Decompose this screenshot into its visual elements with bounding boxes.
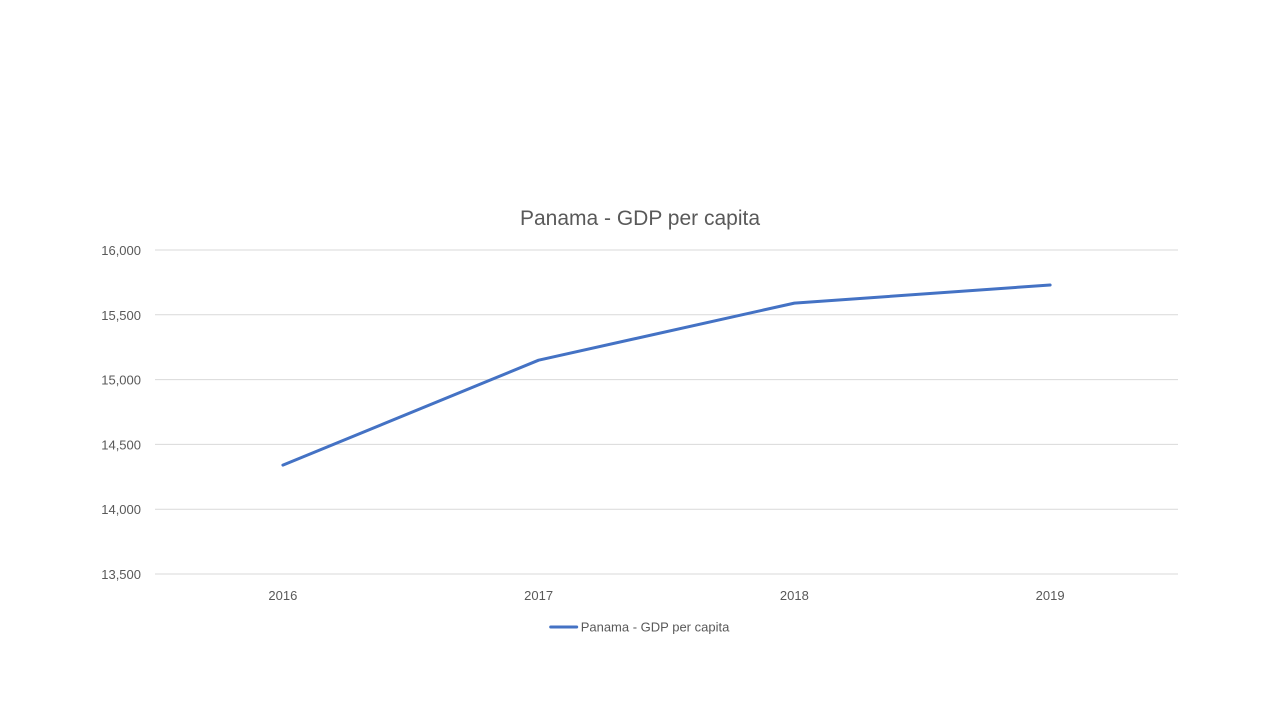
y-tick-label: 15,500 xyxy=(101,308,141,323)
y-tick-label: 15,000 xyxy=(101,373,141,388)
y-tick-label: 14,500 xyxy=(101,437,141,452)
series-line xyxy=(281,283,1052,467)
y-tick-label: 13,500 xyxy=(101,567,141,582)
x-tick-label: 2017 xyxy=(524,588,553,603)
y-axis-tick-labels: 13,500 14,000 14,500 15,000 15,500 16,000 xyxy=(101,243,141,582)
legend: Panama - GDP per capita xyxy=(549,620,730,635)
x-tick-label: 2018 xyxy=(780,588,809,603)
series-lines xyxy=(281,283,1052,467)
x-tick-label: 2016 xyxy=(268,588,297,603)
y-tick-label: 14,000 xyxy=(101,502,141,517)
x-axis-tick-labels: 2016 2017 2018 2019 xyxy=(268,588,1064,603)
gridlines xyxy=(155,249,1178,575)
legend-label: Panama - GDP per capita xyxy=(581,620,730,635)
x-tick-label: 2019 xyxy=(1036,588,1065,603)
y-tick-label: 16,000 xyxy=(101,243,141,258)
chart-title: Panama - GDP per capita xyxy=(520,207,760,230)
